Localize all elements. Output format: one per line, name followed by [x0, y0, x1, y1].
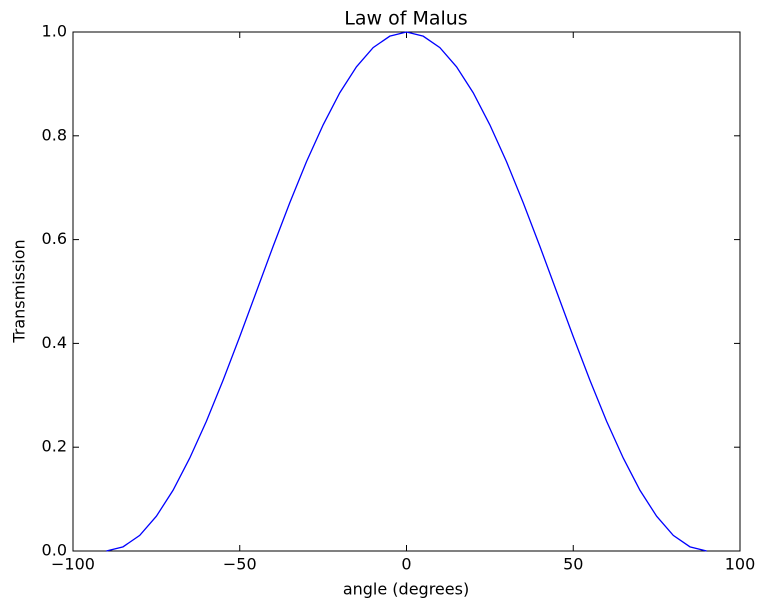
y-axis-label: Transmission	[10, 239, 29, 343]
x-tick-label: −100	[51, 555, 95, 574]
plot-frame	[72, 31, 741, 552]
chart-title: Law of Malus	[344, 8, 467, 30]
line-series	[106, 31, 707, 552]
y-tick-label: 0.2	[42, 437, 67, 456]
x-axis-label: angle (degrees)	[343, 580, 469, 599]
x-tick-label: 0	[401, 555, 411, 574]
y-tick-label: 0.4	[42, 333, 67, 352]
x-tick-label: −50	[223, 555, 257, 574]
y-tick-label: 0.0	[42, 541, 67, 560]
x-tick-label: 50	[563, 555, 583, 574]
y-tick-label: 0.6	[42, 229, 67, 248]
y-tick-label: 0.8	[42, 125, 67, 144]
x-tick-label: 100	[725, 555, 756, 574]
y-tick-label: 1.0	[42, 22, 67, 41]
